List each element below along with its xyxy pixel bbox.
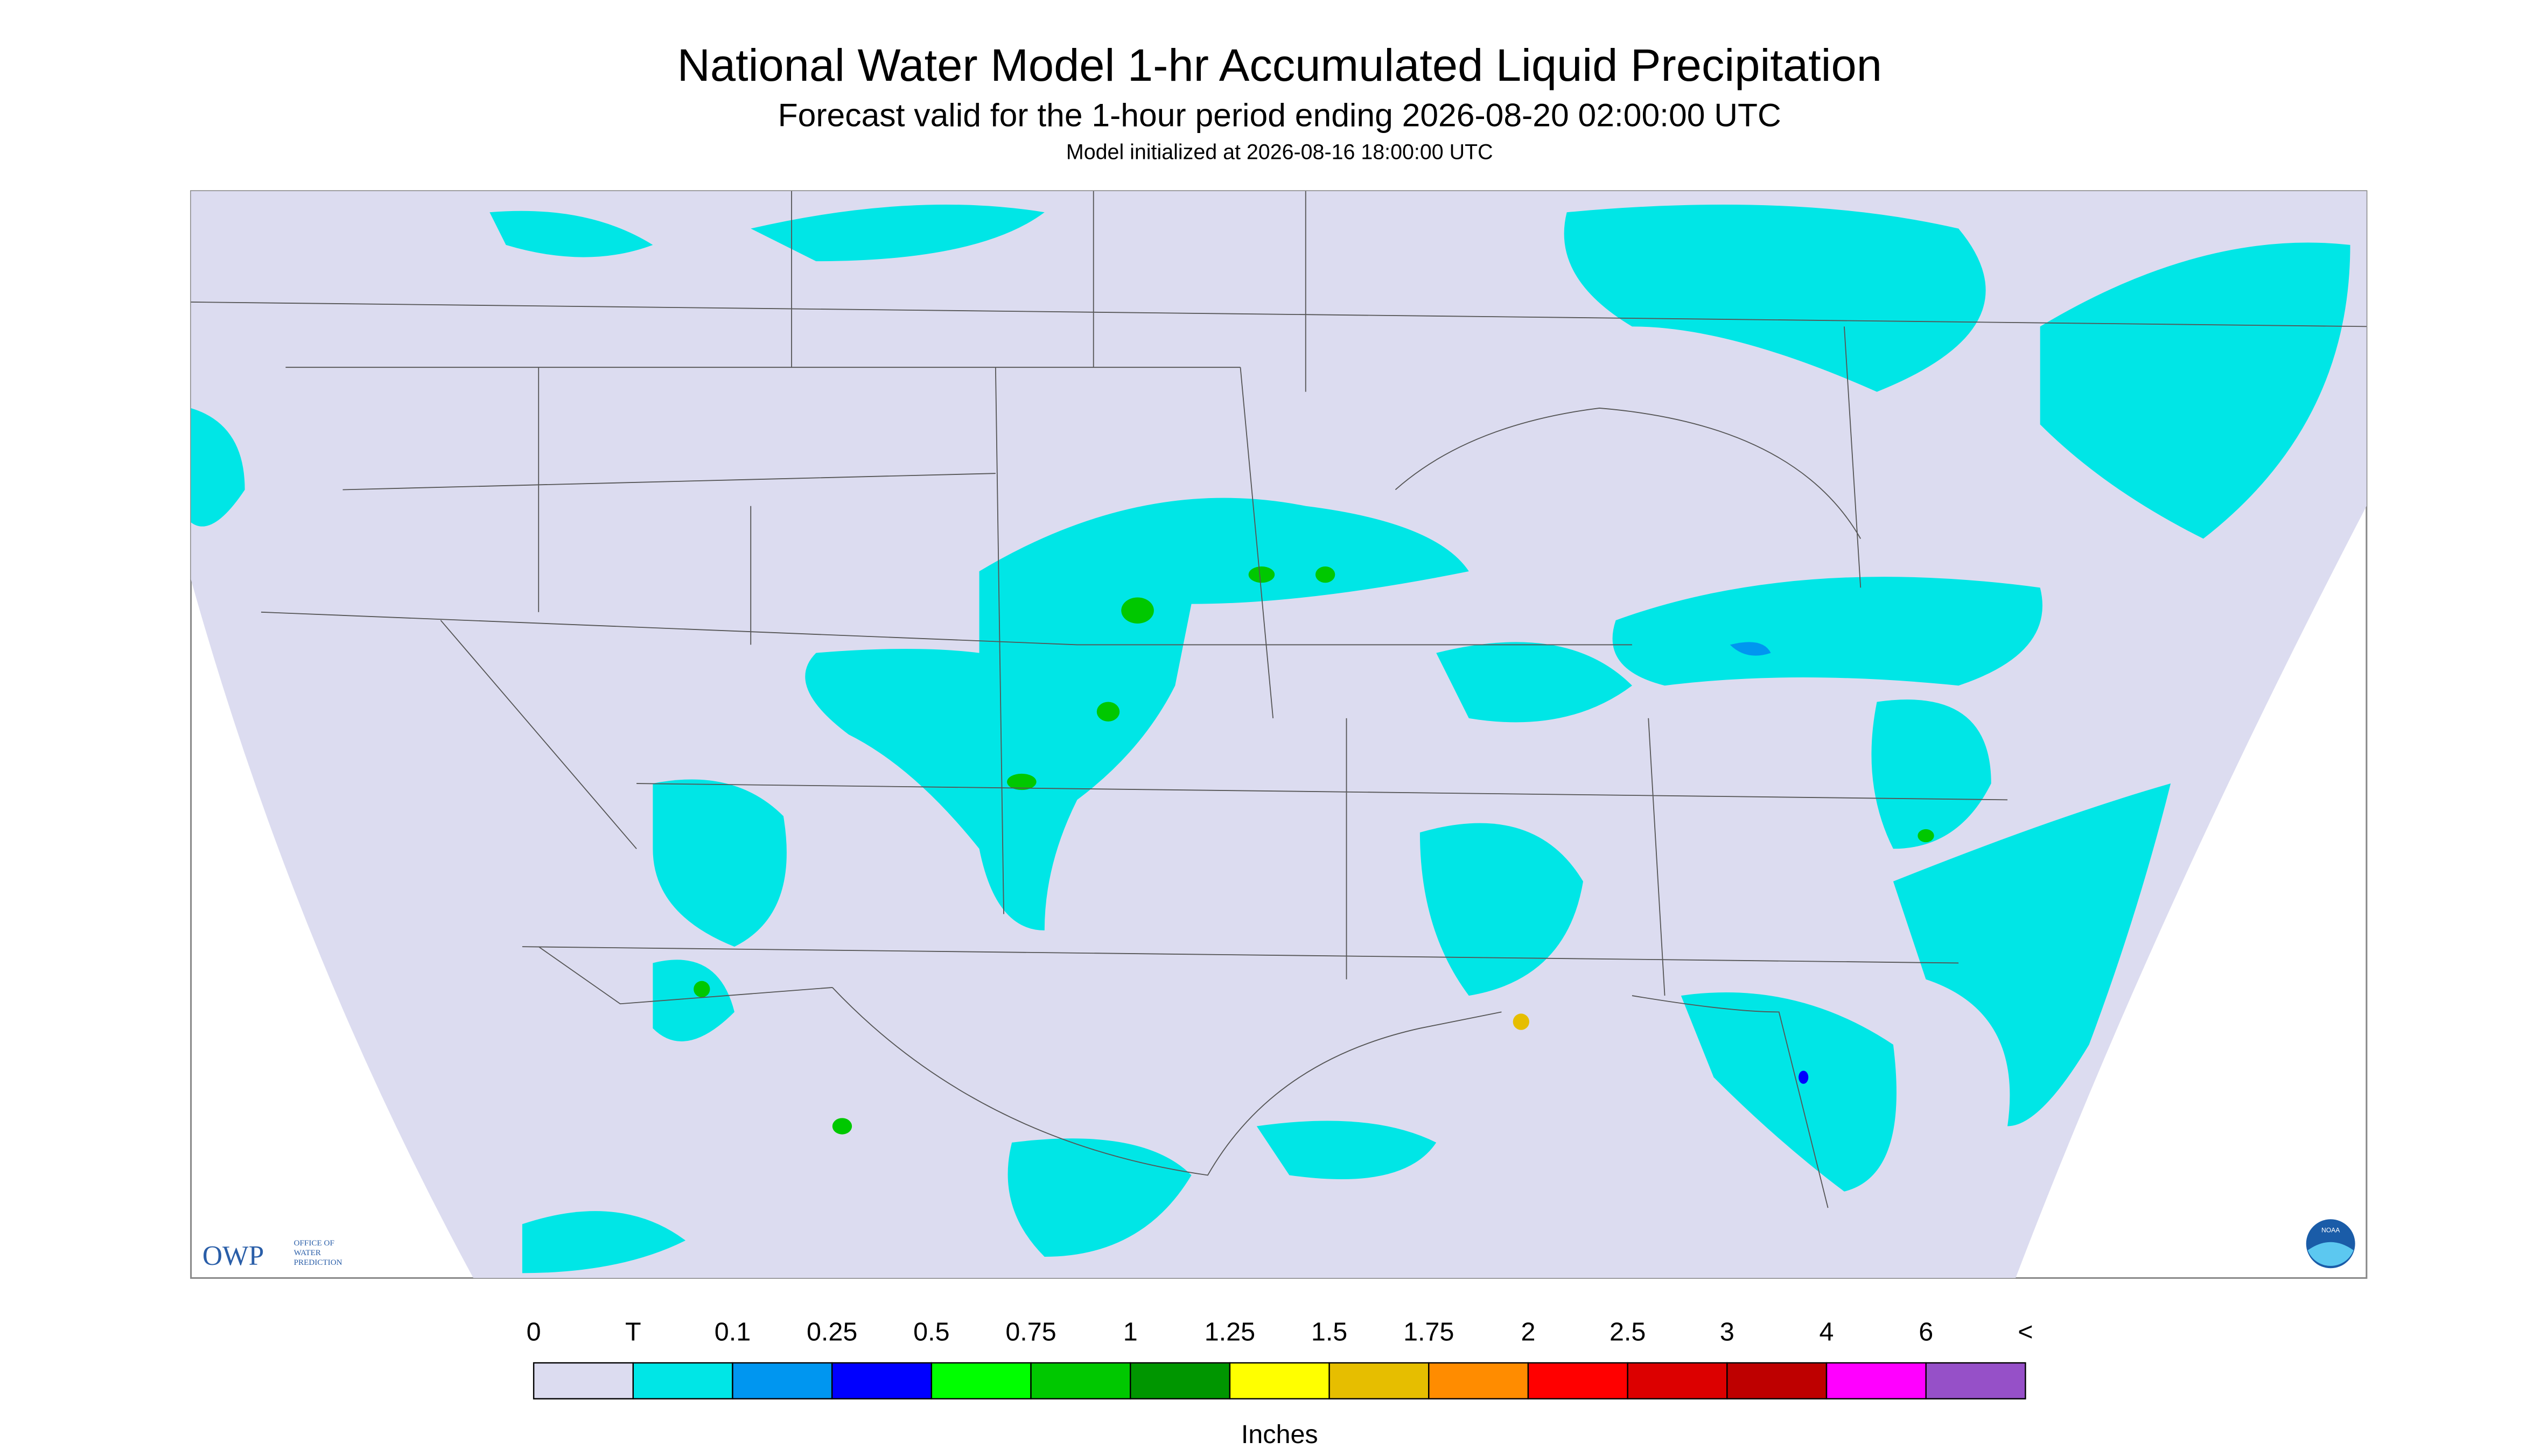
legend-swatch	[1328, 1362, 1430, 1399]
precip-areas	[191, 204, 2350, 1273]
legend-label: 6	[1919, 1317, 1933, 1346]
legend-label: 0.25	[807, 1317, 857, 1346]
legend-swatch	[533, 1362, 634, 1399]
owp-name: WATER	[294, 1248, 321, 1257]
projection-domain	[191, 191, 2367, 1278]
legend-label: 4	[1820, 1317, 1834, 1346]
legend-label: 1	[1123, 1317, 1138, 1346]
legend-swatch	[1627, 1362, 1728, 1399]
noaa-label: NOAA	[2321, 1227, 2340, 1234]
state-borders	[191, 191, 2367, 1208]
legend-swatch	[1229, 1362, 1330, 1399]
legend-label: 3	[1720, 1317, 1734, 1346]
legend-swatch	[831, 1362, 933, 1399]
init-time: Model initialized at 2026-08-16 18:00:00…	[1066, 141, 1493, 164]
legend-swatch	[1726, 1362, 1828, 1399]
legend-label: <	[2018, 1317, 2033, 1346]
noaa-logo-wave	[2307, 1242, 2354, 1266]
legend-label: 2	[1521, 1317, 1535, 1346]
legend-label: 1.5	[1311, 1317, 1347, 1346]
legend-label: 0.1	[715, 1317, 751, 1346]
legend-swatch	[1825, 1362, 1927, 1399]
owp-name: OFFICE OF	[294, 1238, 334, 1248]
legend-label: 1.75	[1403, 1317, 1454, 1346]
subtitle: Forecast valid for the 1-hour period end…	[778, 96, 1781, 133]
legend-label: 0.75	[1005, 1317, 1056, 1346]
owp-logo: OWP	[202, 1241, 264, 1271]
legend-swatch	[1130, 1362, 1231, 1399]
legend-label: 0.5	[913, 1317, 949, 1346]
legend-swatch	[732, 1362, 833, 1399]
legend-swatch	[1925, 1362, 2026, 1399]
legend-swatch	[1030, 1362, 1131, 1399]
legend-swatch	[1428, 1362, 1529, 1399]
map: OWP OFFICE OF WATER PREDICTION NOAA	[190, 190, 2368, 1279]
legend-label: T	[625, 1317, 641, 1346]
legend-label: 2.5	[1610, 1317, 1646, 1346]
legend-unit: Inches	[1241, 1420, 1318, 1449]
color-legend: 0 T 0.1 0.25 0.5 0.75 1 1.25 1.5 1.75 2 2.5 3 4 6 <	[527, 1317, 2033, 1399]
owp-name: PREDICTION	[294, 1258, 342, 1267]
title: National Water Model 1-hr Accumulated Li…	[677, 39, 1882, 90]
legend-swatch	[1527, 1362, 1628, 1399]
legend-swatch	[632, 1362, 733, 1399]
legend-label: 1.25	[1205, 1317, 1255, 1346]
legend-label: 0	[527, 1317, 541, 1346]
legend-swatch	[930, 1362, 1032, 1399]
